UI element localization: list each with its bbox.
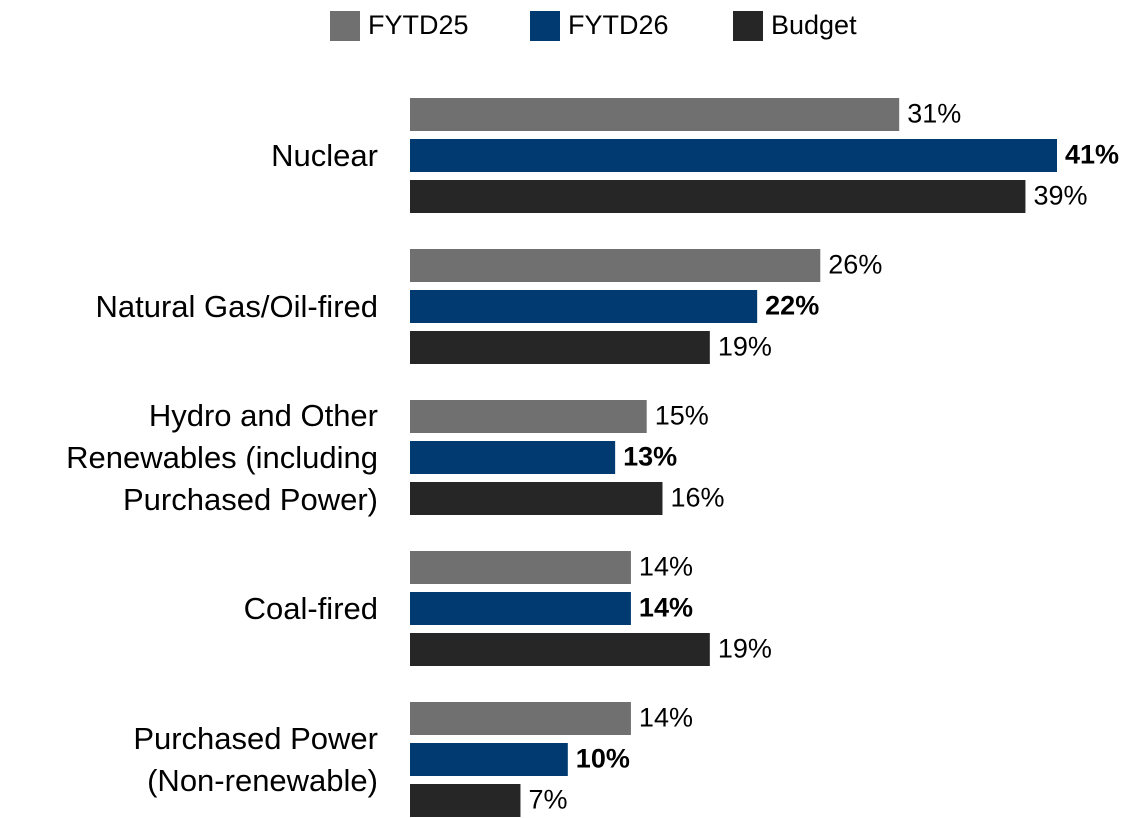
value-label: 39% [1033, 181, 1087, 211]
bar [410, 482, 663, 515]
bar [410, 249, 821, 282]
legend-label: FYTD25 [368, 10, 469, 40]
category-label: Natural Gas/Oil-fired [95, 288, 378, 324]
value-label: 14% [639, 552, 693, 582]
legend-label: Budget [771, 10, 857, 40]
legend-label: FYTD26 [568, 10, 669, 40]
bar [410, 633, 710, 666]
bar [410, 180, 1026, 213]
bar [410, 139, 1057, 172]
value-label: 14% [639, 703, 693, 733]
value-label: 15% [655, 401, 709, 431]
bar [410, 743, 568, 776]
value-label: 41% [1065, 140, 1119, 170]
value-label: 26% [828, 250, 882, 280]
value-label: 10% [576, 744, 630, 774]
bar [410, 702, 631, 735]
bar [410, 784, 521, 817]
value-label: 13% [623, 442, 677, 472]
value-label: 31% [907, 99, 961, 129]
value-label: 19% [718, 634, 772, 664]
legend-swatch [733, 11, 763, 41]
value-label: 19% [718, 332, 772, 362]
value-label: 22% [765, 291, 819, 321]
legend-swatch [330, 11, 360, 41]
category-label: Purchased Power (Non-renewable) [133, 720, 378, 798]
bar [410, 98, 900, 131]
bar [410, 400, 647, 433]
category-label: Coal-fired [243, 590, 378, 626]
bar [410, 551, 631, 584]
legend-swatch [530, 11, 560, 41]
bar [410, 331, 710, 364]
bar [410, 592, 631, 625]
category-label: Hydro and Other Renewables (including Pu… [66, 397, 378, 517]
category-label: Nuclear [271, 137, 378, 173]
value-label: 14% [639, 593, 693, 623]
value-label: 7% [528, 785, 567, 815]
bar [410, 441, 616, 474]
bar [410, 290, 758, 323]
value-label: 16% [670, 483, 724, 513]
